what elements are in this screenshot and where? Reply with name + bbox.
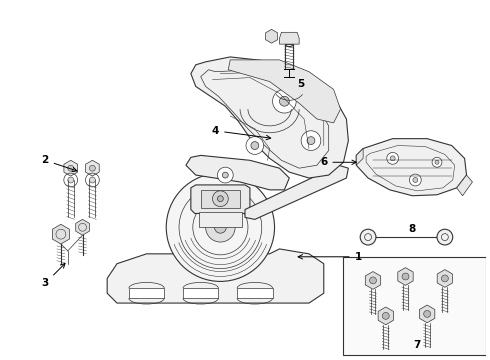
Polygon shape: [191, 57, 348, 178]
Circle shape: [387, 152, 398, 164]
Text: 4: 4: [212, 126, 270, 140]
Circle shape: [218, 167, 233, 183]
Polygon shape: [191, 185, 250, 213]
Text: 8: 8: [409, 224, 416, 234]
Polygon shape: [107, 249, 324, 303]
Polygon shape: [266, 30, 277, 43]
Text: 2: 2: [42, 155, 77, 172]
Polygon shape: [183, 288, 219, 298]
Polygon shape: [398, 267, 413, 285]
Circle shape: [279, 96, 289, 106]
Circle shape: [360, 229, 376, 245]
Circle shape: [90, 177, 96, 183]
Polygon shape: [245, 165, 348, 219]
Circle shape: [222, 172, 228, 178]
Circle shape: [90, 165, 96, 171]
Circle shape: [410, 174, 421, 186]
Polygon shape: [356, 139, 466, 196]
Circle shape: [432, 157, 442, 167]
Polygon shape: [457, 175, 472, 196]
Polygon shape: [76, 219, 89, 235]
Polygon shape: [201, 190, 240, 208]
Polygon shape: [199, 212, 242, 227]
Circle shape: [369, 277, 376, 284]
Circle shape: [68, 177, 74, 183]
Circle shape: [166, 173, 274, 282]
Circle shape: [437, 229, 453, 245]
Circle shape: [382, 312, 389, 319]
Text: 6: 6: [320, 157, 356, 167]
Circle shape: [307, 137, 315, 145]
Text: 5: 5: [297, 78, 305, 89]
Bar: [343, 257, 486, 355]
Circle shape: [390, 156, 395, 161]
Polygon shape: [86, 160, 99, 176]
Polygon shape: [437, 270, 453, 287]
Circle shape: [251, 141, 259, 149]
Polygon shape: [52, 224, 70, 244]
Polygon shape: [186, 156, 289, 190]
Polygon shape: [378, 307, 393, 325]
Polygon shape: [366, 271, 381, 289]
Circle shape: [215, 221, 226, 233]
Circle shape: [218, 196, 223, 202]
Circle shape: [441, 275, 448, 282]
Circle shape: [413, 177, 418, 183]
Circle shape: [301, 131, 321, 150]
Circle shape: [402, 273, 409, 280]
Polygon shape: [129, 288, 164, 298]
Circle shape: [424, 310, 431, 318]
Polygon shape: [279, 32, 299, 44]
Circle shape: [272, 89, 296, 113]
Circle shape: [246, 137, 264, 154]
Circle shape: [68, 165, 74, 171]
Circle shape: [435, 160, 439, 164]
Polygon shape: [228, 60, 341, 123]
Text: 7: 7: [414, 341, 421, 350]
Circle shape: [206, 212, 235, 242]
Text: 1: 1: [298, 252, 362, 262]
Polygon shape: [356, 148, 363, 165]
Polygon shape: [419, 305, 435, 323]
Circle shape: [213, 191, 228, 207]
Polygon shape: [64, 160, 77, 176]
Text: 3: 3: [42, 264, 65, 288]
Polygon shape: [237, 288, 272, 298]
